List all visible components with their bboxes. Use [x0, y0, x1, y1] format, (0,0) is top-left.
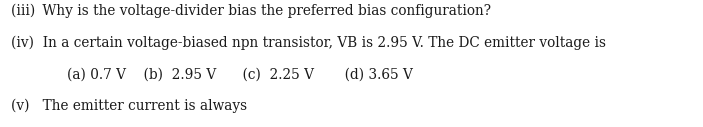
Text: (v)   The emitter current is always: (v) The emitter current is always: [11, 99, 247, 113]
Text: (a) 0.7 V    (b)  2.95 V      (c)  2.25 V       (d) 3.65 V: (a) 0.7 V (b) 2.95 V (c) 2.25 V (d) 3.65…: [67, 67, 413, 81]
Text: (iii)  Why is the voltage-divider bias the preferred bias configuration?: (iii) Why is the voltage-divider bias th…: [11, 4, 491, 18]
Text: (iv)  In a certain voltage-biased npn transistor, VB is 2.95 V. The DC emitter v: (iv) In a certain voltage-biased npn tra…: [11, 36, 606, 50]
